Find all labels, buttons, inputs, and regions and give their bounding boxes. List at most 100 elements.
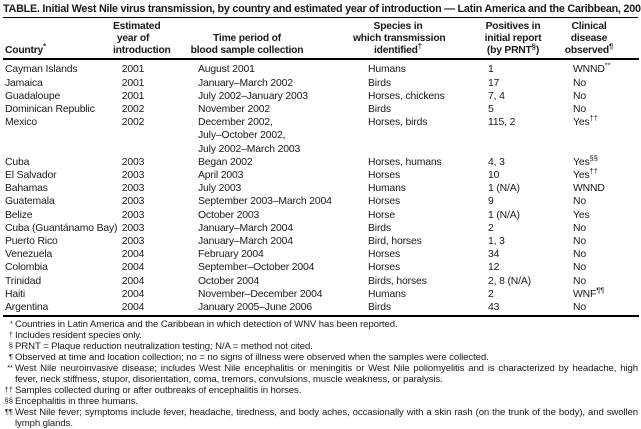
cell-year: 2003 [121,222,145,234]
table-row: Jamaica 2001 January–March 2002 Birds 17 No [3,77,639,90]
column-header: Time period of blood sample collection [175,19,353,61]
header-row: Country* Estimated year of introduction Time… [3,19,639,61]
cell-time-period: October 2003 [198,209,260,221]
table-row: Guatemala 2003 September 2003–March 2004 Ho… [3,195,639,208]
footnote-marker: ** [7,362,13,372]
column-header: Estimated year of introduction [113,19,175,61]
cell-time-period: January–March 2004 [198,222,293,234]
cell-clinical-disease: No [573,236,586,248]
footnote: † Includes resident species only. [3,329,638,342]
table-row: Trinidad 2004 October 2004 Birds, horses 2, … [3,275,639,288]
cell-species: Birds [368,222,391,234]
table-row: Cuba (Guantánamo Bay) 2003 January–March 2… [3,222,639,235]
footnote: * Countries in Latin America and the Cari… [3,318,638,331]
cell-year: 2004 [121,249,145,261]
cell-year: 2003 [121,156,145,168]
cell-year: 2003 [121,236,145,248]
cell-time-period: September 2003–March 2004 [198,196,332,208]
footnote: †† Samples collected during or after outb… [3,384,638,397]
cell-year: 2004 [121,275,145,287]
cell-positives: 9 [488,196,494,208]
footnote: ¶¶ West Nile fever; symptoms include feve… [3,407,638,429]
footnote-marker: §§ [4,395,13,405]
cell-positives: 1, 3 [488,236,505,248]
cell-positives: 7, 4 [488,90,505,102]
cell-species: Humans [368,64,406,76]
cell-species: Horses, chickens [368,90,445,102]
cell-clinical-disease: Yes [573,209,590,221]
footnote-marker: * [10,318,13,328]
cell-species: Birds [368,104,391,115]
cell-country: Bahamas [5,183,48,195]
cell-clinical-disease: No [573,222,586,234]
column-header: Clinical disease observed¶ [555,19,639,61]
cell-clinical-disease: WNF¶¶ [573,285,605,300]
cell-country: Venezuela [5,249,53,261]
column-header: Country* [3,19,113,61]
table-row: Mexico 2002 December 2002, July–October 200… [3,113,639,156]
column-header: Species in which transmission identified† [353,19,471,61]
cell-clinical-disease: Yes†† [573,113,598,129]
cell-clinical-disease: WNND** [573,60,611,76]
cell-positives: 2 [488,288,494,300]
cell-species: Horses [368,249,401,261]
cell-positives: 115, 2 [488,117,516,129]
cell-year: 2001 [121,77,145,89]
cell-time-period: October 2004 [198,275,260,287]
footnote: ** West Nile neuroinvasive disease; inclu… [3,362,638,386]
cell-country: Guadaloupe [5,90,61,102]
cell-time-period: September–October 2004 [198,262,315,274]
footnote: §§ Encephalitis in three humans. [3,395,638,408]
cell-positives: 43 [471,301,555,318]
cell-country: Belize [5,209,33,221]
cell-clinical-disease: No [573,262,586,274]
cell-time-period: November–December 2004 [198,288,323,300]
footnote-text: Observed at time and location collection… [15,352,489,364]
cell-country: Jamaica [5,77,43,89]
cell-species: Birds [353,301,471,318]
cell-time-period: January–March 2004 [198,236,293,248]
table-row: Bahamas 2003 July 2003 Humans 1 (N/A) WNND [3,182,639,195]
footnote-text: PRNT = Plaque reduction neutralization t… [15,341,313,353]
cell-positives: 17 [488,77,500,89]
table-row: Haiti 2004 November–December 2004 Humans 2 WN… [3,285,639,301]
footnote-text: Countries in Latin America and the Carib… [15,319,398,331]
cell-species: Birds, horses [368,275,427,287]
footnote: § PRNT = Plaque reduction neutralization … [3,341,638,353]
cell-year: 2004 [121,288,145,300]
cell-species: Humans [368,288,406,300]
cell-positives: 1 [488,64,494,76]
cell-positives: 1 (N/A) [488,209,520,221]
cell-time-period: January 2005–June 2006 [175,301,353,318]
cell-country: Trinidad [5,275,41,287]
cell-clinical-disease: No [573,77,586,89]
footnote-marker: † [8,329,13,339]
cell-species: Horses [368,262,401,274]
table-row: Puerto Rico 2003 January–March 2004 Bird, h… [3,235,639,248]
cell-species: Horses [368,196,401,208]
footnote-marker: ¶¶ [4,406,13,416]
cell-year: 2003 [121,196,145,208]
table-row: Dominican Republic 2002 November 2002 Birds… [3,103,639,116]
cell-positives: 2, 8 (N/A) [488,275,531,287]
table-title: TABLE. Initial West Nile virus transmiss… [3,3,641,18]
table-row: Guadaloupe 2001 July 2002–January 2003 Hors… [3,90,639,103]
cell-clinical-disease: Yes†† [573,166,598,182]
cell-positives: 4, 3 [488,156,505,168]
column-header: Positives in initial report (by PRNT§) [471,19,555,61]
cell-time-period: February 2004 [198,249,264,261]
cell-species: Horses, birds [368,117,428,129]
footnote-marker: †† [4,384,13,394]
cell-clinical-disease: No [573,104,586,115]
cell-time-period: December 2002, July–October 2002, July 200… [198,117,301,155]
cell-country: Argentina [3,301,113,318]
table-row: El Salvador 2003 April 2003 Horses 10 Yes†† [3,166,639,182]
cell-country: Colombia [5,262,48,274]
cell-clinical-disease: No [555,301,639,318]
footnote: ¶ Observed at time and location collectio… [3,352,638,364]
footnote-text: Samples collected during or after outbre… [15,385,302,397]
cell-clinical-disease: No [573,90,586,102]
cell-year: 2004 [113,301,175,318]
cell-clinical-disease: WNND [573,183,605,195]
cell-time-period: August 2001 [198,64,255,76]
